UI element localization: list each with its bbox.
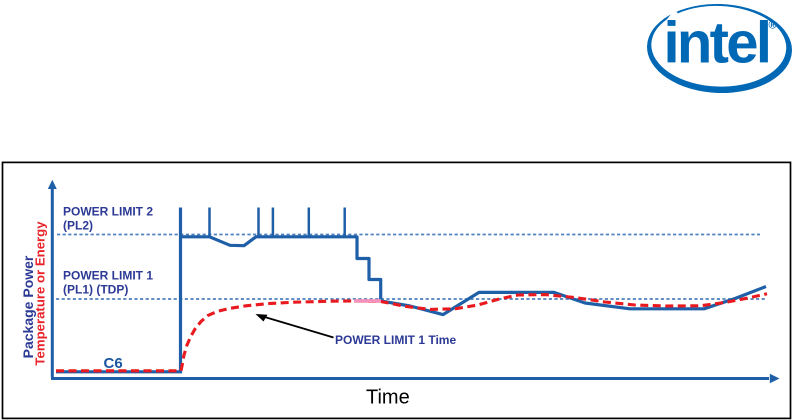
svg-text:intel: intel [664, 11, 770, 76]
svg-text:C6: C6 [104, 355, 123, 372]
svg-text:POWER LIMIT 1: POWER LIMIT 1 [63, 269, 153, 283]
svg-text:POWER LIMIT 2: POWER LIMIT 2 [63, 205, 153, 219]
svg-text:POWER LIMIT 1 Time: POWER LIMIT 1 Time [335, 333, 456, 347]
svg-text:Temperature or Energy: Temperature or Energy [32, 221, 47, 366]
svg-text:®: ® [769, 20, 777, 32]
svg-text:Time: Time [366, 387, 410, 409]
svg-text:(PL2): (PL2) [63, 219, 93, 233]
svg-text:Package Power: Package Power [20, 255, 36, 358]
svg-text:(PL1) (TDP): (PL1) (TDP) [63, 283, 128, 297]
